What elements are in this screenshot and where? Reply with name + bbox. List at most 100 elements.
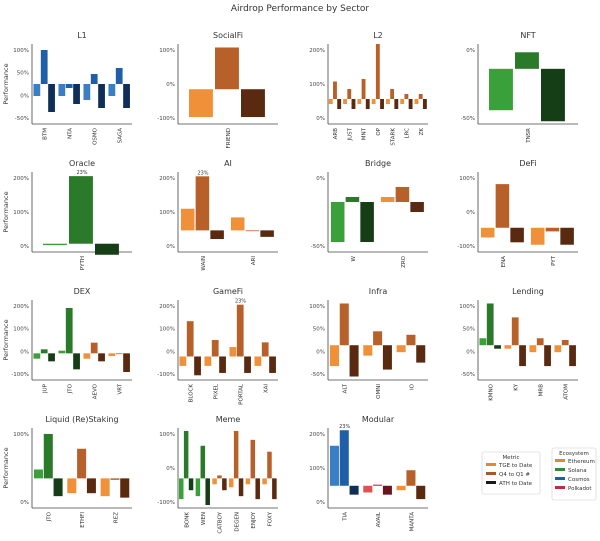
bar <box>529 345 537 353</box>
bar <box>394 99 399 109</box>
bar <box>40 349 48 354</box>
y-tick-label: 200% <box>159 304 175 310</box>
y-tick-label: 200% <box>13 304 29 310</box>
bar <box>410 202 424 212</box>
y-tick-label: 50% <box>313 327 325 333</box>
x-tick-label: ARB <box>333 128 339 140</box>
bar <box>230 217 245 231</box>
legend-swatch <box>486 472 496 475</box>
bar <box>560 227 574 245</box>
bar <box>544 345 551 367</box>
bar <box>123 353 130 372</box>
bar <box>345 197 360 202</box>
bar <box>83 84 91 100</box>
bar <box>189 89 213 118</box>
subplot-l1: L1 100% 50% 0% -50% Performance BTM NTA OSMO SAGA <box>2 31 132 145</box>
bar <box>422 99 427 109</box>
y-tick-label: 0% <box>166 466 175 472</box>
bar <box>561 340 569 346</box>
bar <box>69 176 93 244</box>
subplot-title: L1 <box>77 31 87 40</box>
x-tick-label: VRT <box>118 383 124 394</box>
bar <box>115 68 123 84</box>
bar <box>254 356 262 366</box>
x-tick-label: BONK <box>184 512 190 528</box>
x-tick-label: MRB <box>539 384 545 397</box>
x-tick-label: ARI <box>251 256 257 266</box>
bar <box>349 485 359 495</box>
subplot-infra: Infra 100% 50% 0% -50% ALT OMNI IO <box>309 287 428 399</box>
bar <box>375 44 380 99</box>
bar <box>351 99 356 109</box>
bar <box>545 227 560 232</box>
bar <box>67 478 77 494</box>
legend-swatch <box>555 468 565 471</box>
y-tick-label: 0% <box>20 349 29 355</box>
x-tick-label: PYT <box>551 255 557 266</box>
bar <box>404 94 409 99</box>
legend-swatch <box>486 463 496 466</box>
bar <box>416 485 426 500</box>
bar <box>267 451 272 479</box>
bar <box>333 81 337 99</box>
subplot-socialfi: SocialFi 100% 0% -100% FRIEND <box>157 31 278 148</box>
legend-label: Solana <box>568 468 587 474</box>
legend-swatch <box>555 486 565 489</box>
y-tick-label: 100% <box>13 48 29 54</box>
bar <box>416 345 426 363</box>
bar <box>245 230 260 232</box>
bar <box>188 478 194 491</box>
bar <box>43 243 67 246</box>
x-tick-label: ALT <box>343 383 349 393</box>
legend-ecosystem: Ecosystem Ethereum Solana Cosmos Polkadot <box>551 447 597 501</box>
bar <box>400 99 405 104</box>
legend-frame <box>481 451 541 495</box>
y-tick-label: 0% <box>166 349 175 355</box>
bar <box>73 84 80 104</box>
subplot-title: NFT <box>520 31 535 40</box>
x-tick-label: WEN <box>201 512 207 525</box>
y-tick-label: 0% <box>316 500 325 506</box>
bar <box>241 89 265 118</box>
y-tick-label: 0% <box>316 176 325 182</box>
bar <box>180 208 195 231</box>
x-tick-label: MANTA <box>409 512 415 532</box>
bar <box>269 356 276 373</box>
bar <box>115 353 123 355</box>
x-tick-label: ZRO <box>401 255 407 268</box>
subplot-title: L2 <box>373 31 383 40</box>
bar <box>373 331 383 346</box>
subplot-dex: DEX 200% 100% 0% -100% Performance JUP JTO AEVO V… <box>2 287 132 399</box>
bar <box>33 353 41 359</box>
x-tick-label: ZK <box>419 128 425 136</box>
x-tick-label: FRIEND <box>226 128 232 148</box>
x-tick-label: LRC <box>405 128 411 139</box>
data-label: 23% <box>197 170 208 176</box>
bar <box>228 478 234 488</box>
bar <box>179 356 187 366</box>
x-tick-label: ATOM <box>564 384 570 400</box>
y-tick-label: 100% <box>159 327 175 333</box>
bar <box>339 430 349 486</box>
y-tick-label: 100% <box>13 327 29 333</box>
bar <box>33 469 43 479</box>
bar <box>519 345 526 367</box>
bar <box>245 478 251 485</box>
bar <box>339 303 349 346</box>
y-tick-label: -50% <box>311 372 325 378</box>
subplot-meme: Meme 100% 0% -100% BONK WEN CATBOY DEGEN ENJOY FO… <box>157 415 278 534</box>
bar <box>244 356 251 373</box>
bar <box>53 478 63 497</box>
bar <box>95 243 119 255</box>
x-tick-label: JUP <box>43 383 49 394</box>
y-tick-label: 50% <box>463 327 475 333</box>
x-tick-label: TIA <box>343 512 349 522</box>
bar <box>236 304 244 357</box>
legend-label: Polkadot <box>568 486 592 492</box>
legend-label: Ethereum <box>568 459 595 465</box>
legend-label: ATH to Date <box>499 481 533 487</box>
bar <box>58 350 66 354</box>
bar <box>380 197 395 202</box>
x-tick-label: IO <box>409 383 415 390</box>
data-label: 23% <box>235 299 246 305</box>
